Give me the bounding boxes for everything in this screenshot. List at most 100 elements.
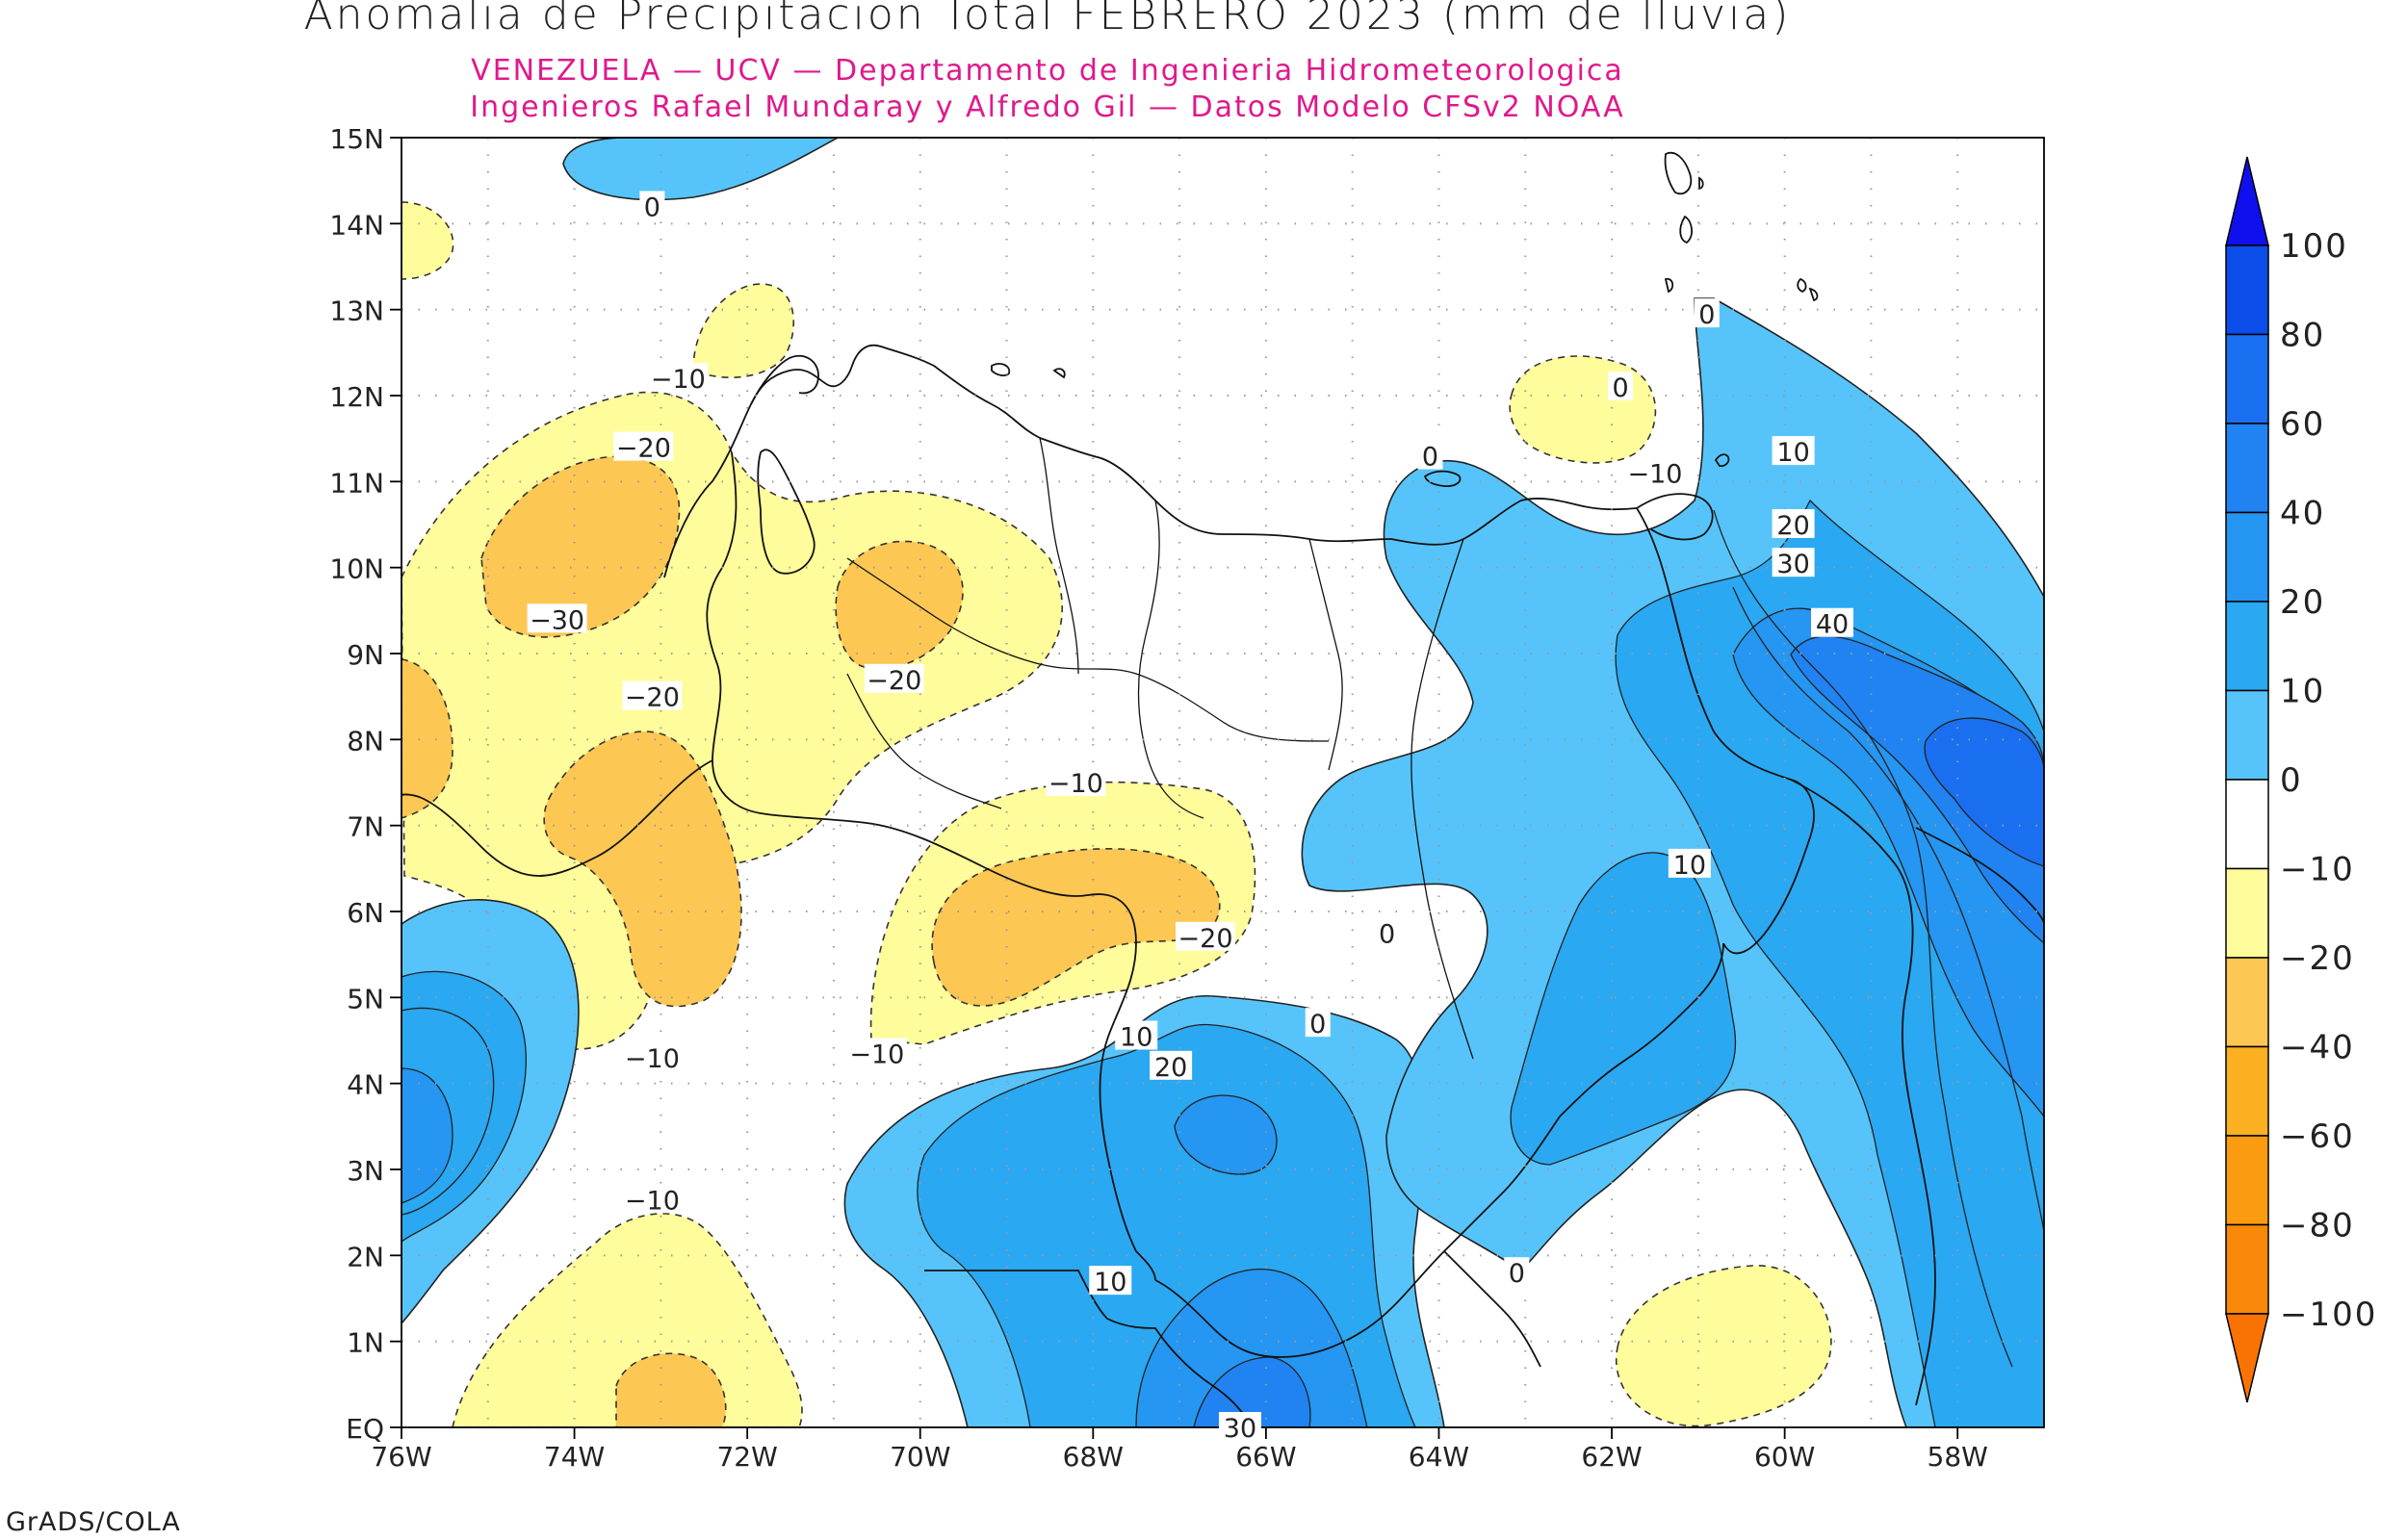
colorbar-label: 10: [2280, 673, 2325, 711]
lesser-antilles-b: [1679, 215, 1693, 244]
state-border-f: [846, 673, 1002, 809]
lat-tick-label: 3N: [347, 1155, 384, 1187]
contour-label-box: [1305, 1008, 1331, 1038]
wet-region-east-max: [1924, 717, 2044, 867]
lon-tick-label: 58W: [1928, 1441, 1988, 1473]
contour-label-box: [1772, 509, 1815, 538]
lat-tick-label: 8N: [347, 725, 384, 757]
map-title: Anomalia de Precipitacion Total FEBRERO …: [303, 0, 1792, 39]
venezuela-brazil-border: [1154, 942, 1724, 1358]
colorbar-label: 100: [2280, 227, 2348, 266]
dry-core-southwest: [615, 1352, 727, 1427]
dry-patch-north: [692, 283, 795, 378]
contour-label: 10: [1094, 1268, 1126, 1297]
margarita-island: [1423, 470, 1462, 487]
colorbar-segment: [2225, 333, 2269, 424]
contour-label: 0: [1612, 373, 1628, 403]
guyana-suriname-border: [1790, 779, 1936, 1406]
dry-patch-top-left: [401, 201, 454, 280]
contour-label: 30: [1776, 550, 1809, 579]
lake-maracaibo: [757, 449, 815, 575]
lon-tick-label: 66W: [1235, 1441, 1296, 1473]
colorbar-bottom-arrow: [2225, 1313, 2269, 1403]
peninsula-guajira: [750, 354, 819, 405]
lat-tick-label: 14N: [329, 209, 384, 241]
colorbar-top-arrow: [2225, 156, 2269, 246]
contour-label: 10: [1120, 1023, 1152, 1053]
lon-tick-label: 72W: [716, 1441, 777, 1473]
footer-credit: GrADS/COLA: [6, 1507, 181, 1537]
colorbar-segment: [2225, 1135, 2269, 1226]
lat-tick-label: 4N: [347, 1069, 384, 1101]
state-border-e: [1411, 538, 1474, 1060]
lat-tick-label: EQ: [346, 1413, 384, 1445]
contour-line-east-a: [1713, 509, 2013, 1368]
colorbar-segment: [2225, 867, 2269, 959]
contour-label: 20: [1154, 1053, 1187, 1083]
state-border-c: [1137, 500, 1204, 819]
suriname-border: [1915, 827, 2044, 925]
colorbar-segment: [2225, 779, 2269, 870]
lat-tick-label: 12N: [329, 381, 384, 413]
contour-label: 30: [1224, 1414, 1256, 1444]
lat-tick-label: 2N: [347, 1241, 384, 1272]
contour-label-box: [613, 431, 674, 461]
venezuela-guyana-border: [1636, 507, 1815, 955]
dry-region-central: [835, 540, 964, 670]
lon-tick-label: 68W: [1063, 1441, 1124, 1473]
colorbar-segment: [2225, 244, 2269, 336]
contour-label: −10: [625, 1186, 680, 1216]
lesser-antilles-d: [1797, 277, 1807, 294]
lesser-antilles-e: [1664, 277, 1674, 294]
contour-label-box: [1374, 917, 1400, 947]
colorbar-label: −100: [2280, 1296, 2377, 1334]
contour-labels: 0−10−20−30−20−20−10−20−10 −10−10102000103…: [527, 191, 1854, 1444]
map-axes: EQ 1N 2N 3N 4N 5N 6N 7N 8N 9N 10N 11N 12N 13N 14N 15N 76…: [329, 123, 1987, 1473]
contour-label-box: [1624, 457, 1685, 487]
contour-label-box: [1089, 1266, 1132, 1296]
lat-tick-label: 1N: [347, 1327, 384, 1359]
contour-label-box: [1504, 1257, 1530, 1287]
contour-label: 0: [1379, 919, 1395, 949]
contour-label: 40: [1816, 610, 1849, 640]
lon-tick-label: 64W: [1409, 1441, 1469, 1473]
contour-label-box: [1150, 1050, 1193, 1080]
contour-line-west-a: [401, 1007, 495, 1216]
contour-label-box: [648, 363, 709, 393]
contour-label-box: [1772, 436, 1815, 466]
colombia-interior-border: [401, 759, 713, 877]
contour-label: −20: [867, 666, 921, 696]
colorbar-segment: [2225, 423, 2269, 514]
colombia-south-border: [924, 1270, 1253, 1427]
state-border-b: [1039, 437, 1079, 675]
colorbar-segment: [2225, 1223, 2269, 1315]
lat-tick-label: 6N: [347, 897, 384, 929]
subtitle-institution: VENEZUELA — UCV — Departamento de Ingeni…: [471, 54, 1624, 88]
contour-label: 0: [644, 192, 660, 222]
contour-label: 0: [1698, 300, 1715, 330]
colorbar-label: −60: [2280, 1117, 2355, 1156]
contour-label-box: [622, 680, 683, 710]
colorbar-label: 80: [2280, 317, 2325, 355]
colorbar-segment: [2225, 1045, 2269, 1137]
contour-label-box: [1115, 1020, 1158, 1050]
contour-label: −20: [1178, 924, 1233, 954]
colorbar-label: −10: [2280, 851, 2355, 889]
contour-label-box: [1694, 298, 1720, 328]
contour-label-box: [639, 191, 665, 220]
contour-label-box: [1176, 921, 1236, 951]
caribbean-coastline: [663, 344, 1638, 578]
contour-label-box: [1046, 767, 1106, 796]
contour-line-east-b: [1732, 586, 2044, 1233]
colorbar-label: −40: [2280, 1029, 2355, 1067]
colorbar-label: −20: [2280, 939, 2355, 978]
colorbar-label: 0: [2280, 761, 2303, 800]
contour-label: −10: [1048, 769, 1103, 799]
lon-tick-label: 62W: [1581, 1441, 1642, 1473]
colorbar-label: −80: [2280, 1207, 2355, 1245]
trinidad-island: [1636, 493, 1714, 541]
wet-region-west-core: [401, 1067, 453, 1204]
